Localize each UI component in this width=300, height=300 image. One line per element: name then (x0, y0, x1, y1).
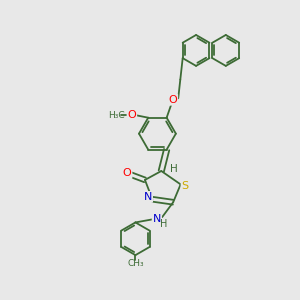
Text: S: S (182, 181, 189, 191)
Text: CH₃: CH₃ (127, 259, 144, 268)
Text: O: O (169, 95, 177, 105)
Text: N: N (153, 214, 161, 224)
Text: O: O (128, 110, 136, 120)
Text: H₃C: H₃C (108, 111, 125, 120)
Text: N: N (144, 192, 152, 202)
Text: H: H (160, 219, 167, 229)
Text: H: H (170, 164, 178, 174)
Text: O: O (123, 168, 131, 178)
